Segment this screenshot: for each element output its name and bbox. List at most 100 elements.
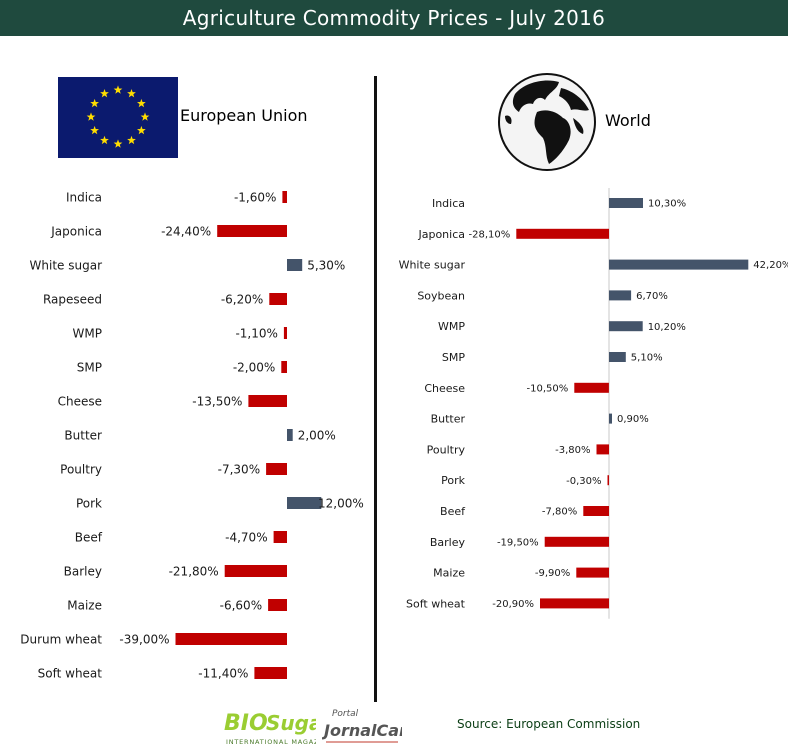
- bar: [544, 536, 609, 547]
- category-label: Pork: [441, 474, 465, 487]
- biosugar-logo: BIO Sugar INTERNATIONAL MAGAZINE: [224, 711, 316, 746]
- eu-panel-title: European Union: [180, 106, 308, 125]
- bar: [248, 395, 287, 407]
- bar: [516, 228, 609, 239]
- category-label: WMP: [73, 326, 102, 340]
- bar: [609, 259, 749, 270]
- value-label: -2,00%: [233, 360, 275, 374]
- value-label: 0,90%: [617, 414, 649, 425]
- value-label: 10,20%: [648, 322, 686, 333]
- value-label: -6,60%: [220, 598, 262, 612]
- bar: [269, 293, 287, 305]
- eu-flag-star: [140, 112, 150, 121]
- value-label: 12,00%: [318, 496, 364, 510]
- value-label: -7,80%: [542, 507, 577, 518]
- bar: [574, 382, 609, 393]
- globe-icon: [498, 73, 596, 171]
- bar: [576, 567, 609, 578]
- value-label: -11,40%: [198, 666, 248, 680]
- eu-flag-star: [127, 135, 136, 145]
- value-label: -1,60%: [234, 190, 276, 204]
- value-label: 10,30%: [648, 199, 686, 210]
- category-label: Japonica: [417, 228, 465, 241]
- category-label: Soft wheat: [38, 666, 103, 680]
- category-label: Butter: [64, 428, 102, 442]
- eu-flag-star: [127, 89, 136, 98]
- jornalcana-logo: Portal JornalCana: [322, 709, 402, 743]
- value-label: -9,90%: [535, 568, 570, 579]
- bar: [596, 444, 609, 455]
- svg-text:INTERNATIONAL MAGAZINE: INTERNATIONAL MAGAZINE: [226, 738, 316, 746]
- bar: [224, 565, 287, 577]
- category-label: Japonica: [50, 224, 102, 238]
- category-label: SMP: [77, 360, 102, 374]
- category-label: Rapeseed: [43, 292, 102, 306]
- eu-flag-star: [86, 112, 96, 121]
- bar: [287, 259, 303, 271]
- value-label: 42,20%: [753, 260, 788, 271]
- category-label: Beef: [440, 505, 466, 518]
- category-label: Maize: [433, 567, 465, 580]
- world-bar-chart: Indica 10,30% Japonica -28,10% White sugar 42…: [399, 188, 788, 619]
- eu-flag-star: [90, 98, 99, 108]
- category-label: Cheese: [424, 382, 465, 395]
- category-label: Barley: [430, 536, 466, 549]
- category-label: Barley: [64, 564, 102, 578]
- value-label: -6,20%: [221, 292, 263, 306]
- category-label: White sugar: [399, 259, 466, 272]
- eu-bar-chart: Indica -1,60% Japonica -24,40% White sugar 5,…: [20, 190, 364, 680]
- bar: [583, 506, 609, 516]
- bar: [287, 497, 322, 509]
- bar: [283, 327, 287, 339]
- svg-text:JornalCana: JornalCana: [322, 721, 402, 740]
- bar: [609, 352, 626, 362]
- value-label: -20,90%: [492, 599, 534, 610]
- bar: [287, 429, 293, 441]
- eu-flag-star: [90, 125, 99, 135]
- bar: [609, 198, 643, 208]
- value-label: 6,70%: [636, 291, 668, 302]
- panel-divider: [374, 76, 377, 702]
- eu-flag-star: [100, 135, 109, 145]
- value-label: -21,80%: [169, 564, 219, 578]
- category-label: Poultry: [427, 443, 466, 456]
- bar: [254, 667, 287, 679]
- source-note: Source: European Commission: [457, 717, 641, 731]
- category-label: Durum wheat: [20, 632, 102, 646]
- value-label: 5,10%: [631, 353, 663, 364]
- category-label: Pork: [76, 496, 102, 510]
- bar: [266, 463, 287, 475]
- value-label: -28,10%: [469, 229, 511, 240]
- eu-flag-star: [137, 125, 146, 135]
- category-label: White sugar: [30, 258, 103, 272]
- bar: [609, 413, 612, 424]
- value-label: -39,00%: [119, 632, 169, 646]
- bar: [268, 599, 287, 611]
- bar: [175, 633, 287, 645]
- category-label: WMP: [438, 320, 465, 333]
- world-panel-title: World: [605, 111, 651, 130]
- value-label: -4,70%: [225, 530, 267, 544]
- value-label: -7,30%: [218, 462, 260, 476]
- bar: [217, 225, 287, 237]
- eu-flag-star: [137, 98, 146, 108]
- value-label: 2,00%: [298, 428, 336, 442]
- bar: [281, 361, 287, 373]
- category-label: Cheese: [58, 394, 102, 408]
- value-label: -10,50%: [527, 383, 569, 394]
- value-label: -3,80%: [555, 445, 590, 456]
- value-label: 5,30%: [307, 258, 345, 272]
- page-title: Agriculture Commodity Prices - July 2016: [0, 0, 788, 36]
- category-label: Soybean: [417, 289, 465, 302]
- category-label: Soft wheat: [406, 597, 466, 610]
- eu-flag-star: [113, 85, 123, 94]
- value-label: -19,50%: [497, 537, 539, 548]
- value-label: -13,50%: [192, 394, 242, 408]
- category-label: Beef: [75, 530, 103, 544]
- value-label: -0,30%: [566, 476, 601, 487]
- category-label: Poultry: [60, 462, 102, 476]
- svg-text:Sugar: Sugar: [266, 711, 316, 735]
- eu-flag-star: [113, 139, 123, 148]
- category-label: Maize: [67, 598, 102, 612]
- bar: [540, 598, 609, 609]
